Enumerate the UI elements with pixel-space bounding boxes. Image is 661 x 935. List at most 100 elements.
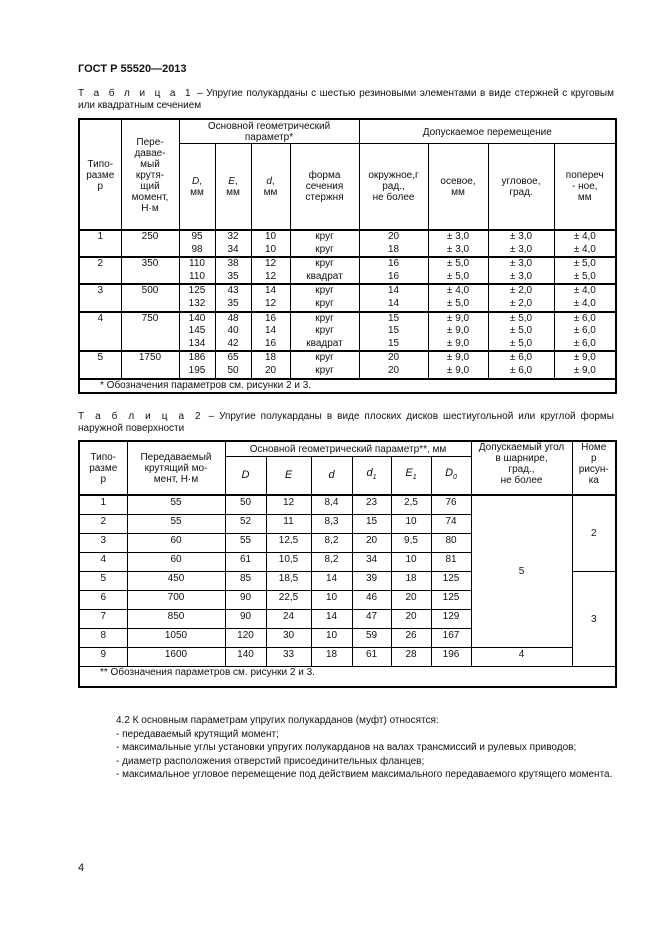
cell: 9 <box>78 647 128 667</box>
cell-line: 98 <box>191 243 203 255</box>
cell-line: ± 4,0 <box>573 297 596 309</box>
cell-line: 145 <box>188 325 206 337</box>
cell: 76 <box>430 494 472 515</box>
table-row: 3 500 125 132 43 35 14 12 круг круг 14 14 ± 4,0 ± 5,0… <box>78 283 617 313</box>
cell-torque: 500 <box>120 283 180 313</box>
cell-line: 43 <box>227 285 239 297</box>
cell-line: 12 <box>264 258 277 270</box>
cell-line: 110 <box>189 258 205 270</box>
cell-line: ± 9,0 <box>446 337 470 349</box>
cell-line: ± 6,0 <box>573 337 596 349</box>
cell: 8,3 <box>310 514 353 534</box>
table2-caption-label: Т а б л и ц а 2 <box>78 411 204 422</box>
cell-line: квадрат <box>306 270 343 282</box>
cell-line: 110 <box>189 270 205 282</box>
cell-line: круг <box>315 364 334 376</box>
cell-line: 10 <box>264 243 277 255</box>
cell-D: 95 98 <box>178 228 216 259</box>
t1-header-transverse: попереч - ное, мм <box>553 143 617 231</box>
cell-line: 14 <box>264 325 277 337</box>
cell-line: ± 4,0 <box>573 231 596 242</box>
cell: 125 <box>430 590 472 610</box>
cell-line: 1750 <box>138 352 162 364</box>
cell: 46 <box>351 590 392 610</box>
table-row: 9 1600 140 33 18 61 28 196 4 <box>78 647 616 667</box>
cell: 10 <box>310 628 353 648</box>
list-item: - максимальные углы установки упругих по… <box>116 742 577 754</box>
cell: 4 <box>78 552 128 572</box>
table-row: 1 250 95 98 32 34 10 10 круг круг 20 18 ± 3,0 ± 3,0 ± … <box>78 228 617 259</box>
cell-line: 18 <box>387 243 400 255</box>
cell-line: 14 <box>387 285 400 297</box>
cell: 1 <box>78 494 128 515</box>
cell-shape: круг круг <box>289 283 360 313</box>
cell-line: 2 <box>97 258 104 270</box>
table-row: 5 450 85 18,5 14 39 18 125 3 <box>78 571 617 667</box>
cell-transverse: ± 6,0 ± 6,0 ± 6,0 <box>553 310 617 353</box>
t2-header-D0: D0 <box>430 456 472 496</box>
cell-figure: 3 <box>571 571 617 667</box>
t1-header-size: Типо- разме р <box>78 118 122 231</box>
cell-size: 2 <box>78 256 122 286</box>
cell: 23 <box>351 494 392 515</box>
t1-header-D: D, мм <box>178 143 216 231</box>
cell-line: ± 3,0 <box>446 243 470 255</box>
cell-line: ± 3,0 <box>509 270 533 282</box>
cell-circ: 15 15 15 <box>358 310 429 353</box>
cell-line: ± 2,0 <box>509 297 533 309</box>
cell: 80 <box>430 533 472 553</box>
cell-E: 32 34 <box>214 228 252 259</box>
page-number: 4 <box>78 862 85 874</box>
cell-line: 500 <box>141 285 159 297</box>
cell: 18,5 <box>265 571 312 591</box>
cell-line: 134 <box>188 337 206 349</box>
cell-line: 250 <box>141 231 159 242</box>
cell-shape: круг круг <box>289 228 360 259</box>
t1-header-d-unit: мм <box>263 186 278 198</box>
t2-header-D: D <box>224 456 267 496</box>
cell: 60 <box>126 552 226 572</box>
cell-line: 20 <box>387 231 400 242</box>
cell-d: 16 14 16 <box>250 310 291 353</box>
t2-header-angle: Допускаемый угол в шарнире, град., не бо… <box>470 440 573 496</box>
t2-header-d1-symbol: d <box>366 466 373 479</box>
cell-line: ± 2,0 <box>509 285 533 297</box>
cell: 10,5 <box>265 552 312 572</box>
cell: 20 <box>351 533 392 553</box>
cell-line: 350 <box>141 258 159 270</box>
cell: 33 <box>265 647 312 667</box>
cell-shape: круг круг <box>289 350 360 380</box>
cell: 81 <box>430 552 472 572</box>
cell-D: 125 132 <box>178 283 216 313</box>
cell: 8,4 <box>310 494 353 515</box>
cell: 2 <box>78 514 128 534</box>
cell-transverse: ± 5,0 ± 5,0 <box>553 256 617 286</box>
cell: 700 <box>126 590 226 610</box>
t2-header-size: Типо- разме р <box>78 440 128 496</box>
document-header: ГОСТ Р 55520—2013 <box>78 63 187 75</box>
t2-header-D0-symbol: D <box>445 466 454 479</box>
t2-header-d1: d1 <box>351 456 392 496</box>
t2-header-E1-symbol: E <box>405 466 413 479</box>
cell-line: ± 3,0 <box>509 231 533 242</box>
cell: 129 <box>430 609 472 629</box>
cell-line: квадрат <box>306 337 343 349</box>
cell: 8 <box>78 628 128 648</box>
cell: 850 <box>126 609 226 629</box>
t2-header-d: d <box>310 456 353 496</box>
cell-torque: 1750 <box>120 350 180 380</box>
cell-line: ± 6,0 <box>573 312 596 324</box>
cell-line: 16 <box>264 337 277 349</box>
cell-line: 32 <box>227 231 239 242</box>
cell-line: 20 <box>387 352 400 364</box>
table2-caption-text: – Упругие полукарданы в виде плоских дис… <box>78 411 614 434</box>
cell: 3 <box>78 533 128 553</box>
t1-header-d-symbol: d <box>266 175 272 187</box>
cell-line: 20 <box>264 364 277 376</box>
cell-line: 15 <box>387 337 400 349</box>
cell-line: ± 4,0 <box>446 285 470 297</box>
t1-header-circ: окружное,г рад., не более <box>358 143 429 231</box>
cell-line: ± 9,0 <box>446 325 470 337</box>
cell: 26 <box>390 628 432 648</box>
cell-angular: ± 5,0 ± 5,0 ± 5,0 <box>487 310 555 353</box>
